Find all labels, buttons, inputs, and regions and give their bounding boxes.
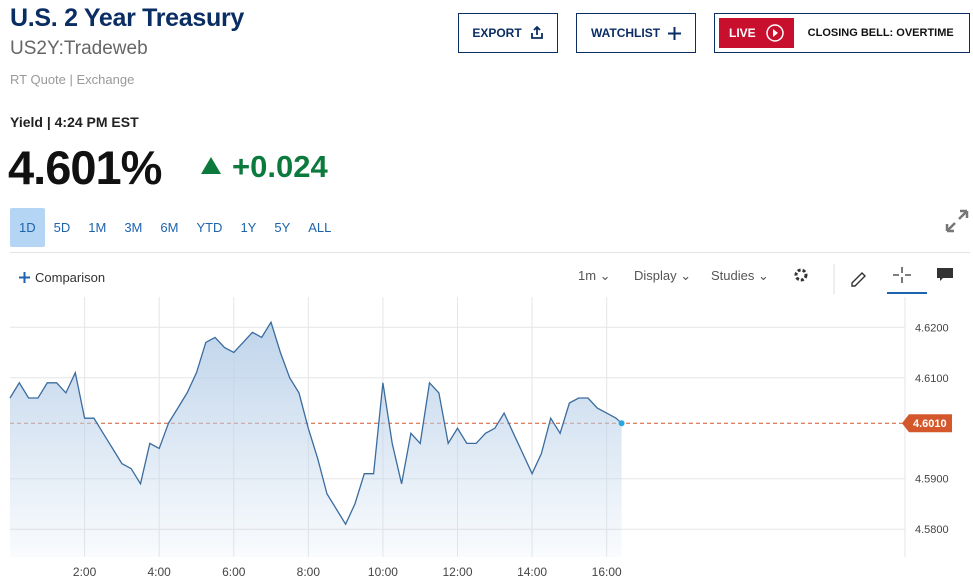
range-button[interactable]: 5D [53, 220, 71, 235]
range-button[interactable]: 3M [124, 220, 143, 235]
y-tick-label: 4.5900 [915, 474, 949, 486]
live-label: LIVE [729, 26, 756, 40]
live-badge: LIVE [719, 18, 794, 48]
expand-icon[interactable] [944, 208, 970, 234]
comparison-label: Comparison [35, 270, 106, 285]
studies-menu[interactable]: Studies ⌄ [711, 268, 769, 283]
x-tick-label: 10:00 [368, 565, 398, 579]
up-arrow [201, 157, 221, 174]
plus-icon [668, 26, 682, 40]
quote-label: Yield | 4:24 PM EST [10, 114, 139, 130]
comparison-button[interactable]: Comparison [19, 270, 105, 285]
live-show: CLOSING BELL: OVERTIME [807, 27, 954, 39]
crosshair-icon[interactable] [893, 267, 911, 283]
x-tick-label: 8:00 [297, 565, 321, 579]
settings-icon[interactable] [794, 268, 808, 282]
export-icon [530, 26, 543, 39]
quote-change: +0.024 [232, 149, 328, 184]
y-tick-label: 4.6200 [915, 322, 949, 334]
x-tick-label: 16:00 [592, 565, 622, 579]
y-tick-label: 4.6100 [915, 373, 949, 385]
title: U.S. 2 Year Treasury [10, 4, 244, 32]
area-fill [10, 322, 622, 557]
x-tick-label: 2:00 [73, 565, 97, 579]
range-button[interactable]: 1Y [240, 220, 257, 235]
tool-icons [794, 264, 953, 294]
interval-label: 1m [578, 268, 597, 283]
comment-icon[interactable] [937, 268, 953, 281]
range-selector: 1D 5D 1M 3M 6M YTD 1Y 5Y ALL [10, 208, 340, 247]
x-tick-label: 12:00 [442, 565, 472, 579]
export-button[interactable]: EXPORT [458, 13, 558, 53]
range-button[interactable]: 6M [160, 220, 179, 235]
price-line [9, 320, 623, 526]
range-button[interactable]: YTD [196, 220, 223, 235]
watchlist-label: WATCHLIST [590, 26, 661, 40]
symbol: US2Y:Tradeweb [10, 38, 148, 59]
range-button[interactable]: 1M [88, 220, 107, 235]
quote-value: 4.601% [8, 141, 162, 194]
y-tick-label: 4.5800 [915, 524, 949, 536]
reference-badge [902, 414, 952, 433]
reference-label: 4.6010 [913, 418, 947, 430]
live-button[interactable]: LIVE CLOSING BELL: OVERTIME [714, 13, 970, 53]
play-icon [765, 24, 784, 42]
x-tick-label: 6:00 [222, 565, 246, 579]
source: RT Quote | Exchange [10, 72, 135, 87]
interval-menu[interactable]: 1m ⌄ [578, 268, 611, 283]
studies-label: Studies [711, 268, 755, 283]
x-tick-label: 4:00 [147, 565, 171, 579]
last-point [618, 420, 625, 427]
draw-icon[interactable] [851, 272, 866, 287]
range-button[interactable]: 5Y [274, 220, 291, 235]
display-label: Display [634, 268, 677, 283]
range-button[interactable]: 1D [10, 208, 45, 247]
export-label: EXPORT [472, 26, 522, 40]
x-tick-label: 14:00 [517, 565, 547, 579]
display-menu[interactable]: Display ⌄ [634, 268, 692, 283]
range-button[interactable]: ALL [308, 220, 332, 235]
plus-icon [19, 272, 30, 283]
watchlist-button[interactable]: WATCHLIST [576, 13, 696, 53]
divider [10, 252, 970, 253]
